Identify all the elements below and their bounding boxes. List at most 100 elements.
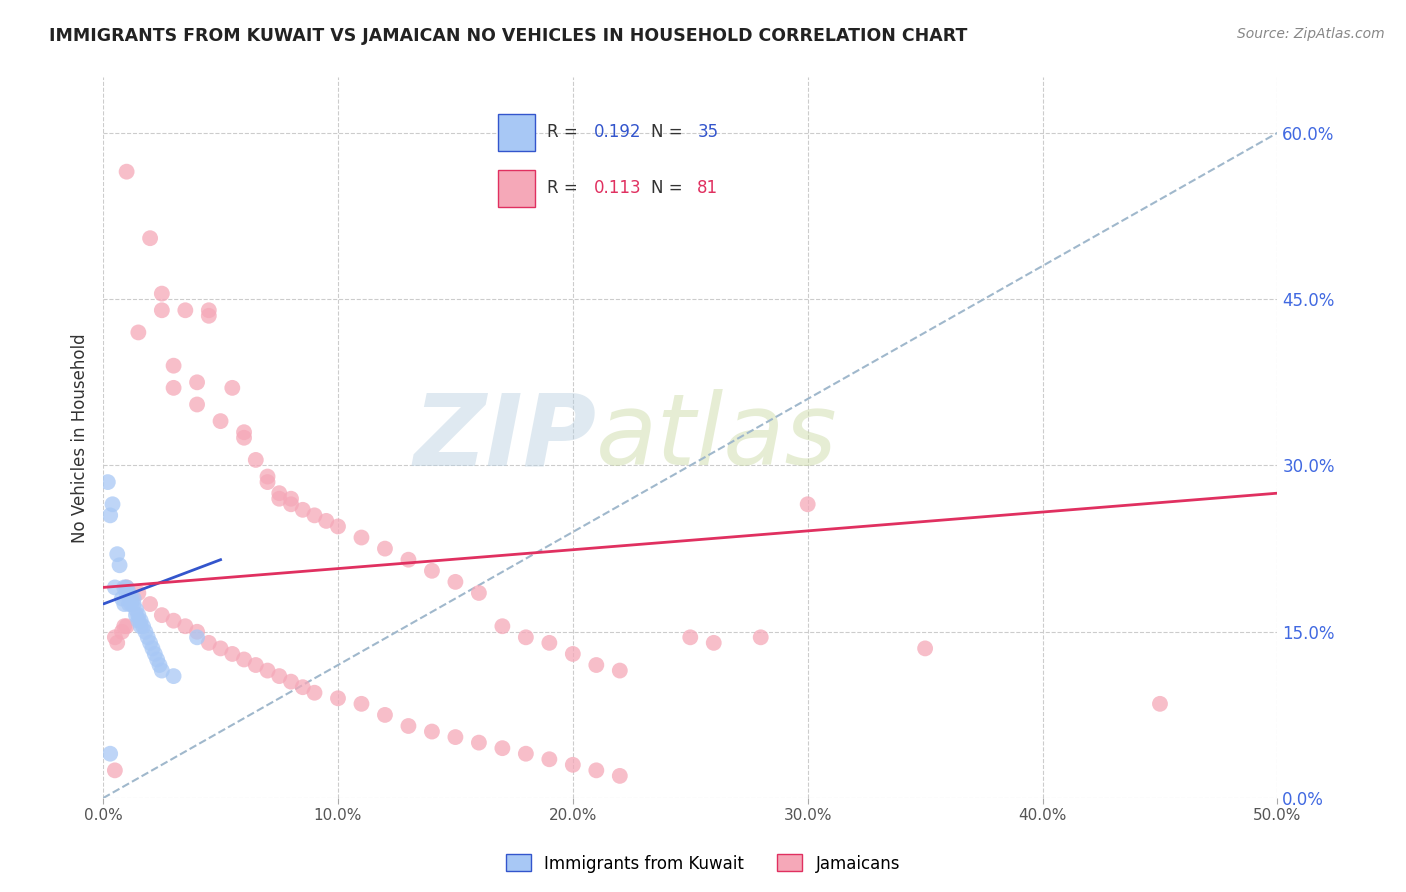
Point — [491, 619, 513, 633]
Point — [280, 674, 302, 689]
Point — [150, 664, 173, 678]
Point — [162, 359, 184, 373]
Point — [98, 508, 121, 523]
Point — [221, 381, 243, 395]
Point — [127, 326, 149, 340]
Point — [914, 641, 936, 656]
Point — [350, 697, 373, 711]
Point — [105, 547, 128, 561]
Point — [420, 724, 443, 739]
Point — [186, 397, 208, 411]
Point — [97, 475, 120, 489]
Point — [304, 686, 326, 700]
Point — [112, 597, 135, 611]
Point — [280, 497, 302, 511]
Text: IMMIGRANTS FROM KUWAIT VS JAMAICAN NO VEHICLES IN HOUSEHOLD CORRELATION CHART: IMMIGRANTS FROM KUWAIT VS JAMAICAN NO VE… — [49, 27, 967, 45]
Point — [315, 514, 337, 528]
Point — [703, 636, 725, 650]
Point — [515, 630, 537, 644]
Point — [174, 303, 197, 318]
Point — [134, 624, 156, 639]
Point — [233, 431, 256, 445]
Point — [609, 664, 631, 678]
Point — [125, 602, 148, 616]
Point — [245, 453, 267, 467]
Point — [148, 658, 170, 673]
Point — [796, 497, 818, 511]
Point — [491, 741, 513, 756]
Y-axis label: No Vehicles in Household: No Vehicles in Household — [72, 333, 89, 542]
Point — [291, 503, 314, 517]
Point — [146, 652, 169, 666]
Point — [280, 491, 302, 506]
Point — [269, 669, 291, 683]
Point — [112, 581, 135, 595]
Point — [162, 614, 184, 628]
Point — [585, 764, 607, 778]
Point — [209, 641, 232, 656]
Point — [104, 630, 127, 644]
Point — [374, 707, 396, 722]
Point — [115, 581, 138, 595]
Point — [118, 586, 141, 600]
Point — [186, 624, 208, 639]
Point — [198, 636, 221, 650]
Point — [115, 586, 138, 600]
Point — [561, 757, 583, 772]
Point — [136, 630, 159, 644]
Point — [162, 381, 184, 395]
Point — [585, 658, 607, 673]
Point — [444, 730, 467, 744]
Point — [127, 586, 149, 600]
Point — [115, 581, 138, 595]
Point — [120, 597, 142, 611]
Point — [104, 581, 127, 595]
Point — [609, 769, 631, 783]
Point — [245, 658, 267, 673]
Point — [112, 619, 135, 633]
Point — [150, 303, 173, 318]
Point — [269, 486, 291, 500]
Point — [749, 630, 772, 644]
Point — [139, 231, 162, 245]
Text: ZIP: ZIP — [413, 389, 596, 486]
Legend: Immigrants from Kuwait, Jamaicans: Immigrants from Kuwait, Jamaicans — [499, 847, 907, 880]
Point — [198, 303, 221, 318]
Point — [538, 636, 561, 650]
Point — [198, 309, 221, 323]
Point — [125, 608, 148, 623]
Point — [150, 286, 173, 301]
Point — [115, 619, 138, 633]
Point — [468, 586, 491, 600]
Point — [221, 647, 243, 661]
Point — [115, 164, 138, 178]
Point — [304, 508, 326, 523]
Point — [111, 591, 134, 606]
Point — [105, 636, 128, 650]
Point — [129, 614, 152, 628]
Text: atlas: atlas — [596, 389, 838, 486]
Point — [468, 736, 491, 750]
Point — [350, 531, 373, 545]
Point — [209, 414, 232, 428]
Point — [538, 752, 561, 766]
Point — [291, 680, 314, 694]
Point — [326, 691, 349, 706]
Text: Source: ZipAtlas.com: Source: ZipAtlas.com — [1237, 27, 1385, 41]
Point — [326, 519, 349, 533]
Point — [256, 469, 278, 483]
Point — [143, 647, 166, 661]
Point — [561, 647, 583, 661]
Point — [186, 630, 208, 644]
Point — [162, 669, 184, 683]
Point — [374, 541, 396, 556]
Point — [127, 614, 149, 628]
Point — [139, 597, 162, 611]
Point — [256, 664, 278, 678]
Point — [139, 636, 162, 650]
Point — [233, 652, 256, 666]
Point — [186, 376, 208, 390]
Point — [150, 608, 173, 623]
Point — [101, 497, 124, 511]
Point — [108, 558, 131, 573]
